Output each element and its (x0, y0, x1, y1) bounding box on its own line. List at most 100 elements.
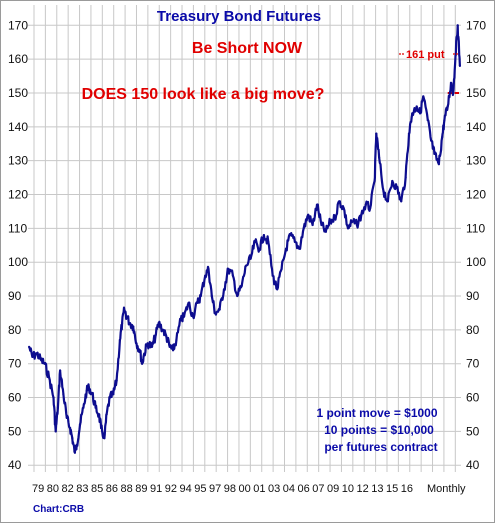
series-point (346, 227, 350, 230)
series-point (415, 105, 418, 108)
series-point (222, 288, 226, 291)
series-point (262, 234, 265, 237)
series-point (214, 311, 217, 314)
chart-credit: Chart:CRB (33, 504, 84, 515)
series-point (382, 190, 385, 193)
y-tick-label-left: 90 (8, 289, 22, 303)
y-tick-label-right: 120 (466, 188, 486, 202)
question-annotation: DOES 150 look like a big move? (82, 86, 325, 103)
series-point (404, 176, 407, 179)
series-point (276, 288, 279, 291)
series-point (315, 203, 319, 206)
x-tick-label: 10 (342, 483, 354, 495)
x-tick-label: 16 (401, 483, 413, 495)
series-point (267, 240, 270, 243)
series-point (128, 322, 131, 325)
series-point (231, 274, 234, 277)
x-tick-label: 07 (312, 483, 324, 495)
series-point (207, 267, 210, 271)
series-point (172, 349, 175, 352)
series-point (342, 206, 345, 210)
x-tick-label: 86 (106, 483, 118, 495)
y-tick-label-left: 170 (8, 18, 28, 32)
series-point (360, 213, 363, 216)
series-point (458, 64, 461, 67)
series-point (375, 132, 378, 135)
x-tick-label: 91 (150, 483, 162, 495)
series-point (75, 443, 78, 446)
series-point (91, 393, 94, 396)
y-tick-label-right: 40 (466, 458, 480, 472)
series-point (338, 200, 341, 203)
series-point (108, 396, 111, 399)
series-point (132, 325, 135, 328)
y-tick-label-left: 60 (8, 391, 22, 405)
x-tick-label: 01 (253, 483, 265, 495)
x-tick-label: 12 (357, 483, 369, 495)
y-tick-label-left: 150 (8, 86, 28, 100)
series-point (187, 301, 190, 304)
series-point (97, 413, 100, 416)
series-point (141, 362, 144, 365)
x-tick-label: 95 (194, 483, 206, 495)
series-point (168, 345, 171, 348)
series-point (135, 342, 138, 345)
series-point (454, 54, 457, 57)
series-point (28, 345, 31, 348)
series-point (85, 389, 88, 392)
series-point (54, 430, 57, 433)
series-point (320, 223, 323, 227)
series-point (298, 247, 301, 250)
series-point (307, 213, 310, 216)
note-point-value: 1 point move = $1000 (316, 406, 437, 420)
series-point (289, 234, 292, 237)
put-label: 161 put (406, 49, 445, 61)
y-tick-label-right: 60 (466, 391, 480, 405)
series-point (293, 240, 296, 243)
x-tick-label: 13 (371, 483, 383, 495)
series-point (391, 179, 394, 183)
series-point (143, 352, 146, 355)
series-point (280, 267, 283, 271)
note-per-contract: per futures contract (324, 440, 437, 454)
series-point (395, 186, 398, 189)
y-tick-label-left: 70 (8, 357, 22, 371)
series-point (351, 220, 354, 223)
x-tick-label: 15 (386, 483, 398, 495)
series-point (422, 95, 425, 98)
series-point (199, 294, 202, 298)
series-point (449, 81, 453, 84)
series-points (28, 24, 461, 453)
y-axis-right: 40 50 60 70 80 90 100 110 120 130 140 150 160 170 (466, 18, 486, 472)
y-tick-label-left: 120 (8, 188, 28, 202)
series-point (118, 338, 121, 342)
series-point (456, 24, 459, 27)
series-point (125, 315, 128, 318)
series-point (284, 247, 288, 250)
x-tick-label: 80 (47, 483, 59, 495)
chart-title: Treasury Bond Futures (157, 8, 321, 25)
series-point (56, 406, 60, 409)
y-tick-label-left: 130 (8, 154, 28, 168)
series-point (218, 308, 221, 311)
y-tick-label-right: 110 (466, 221, 485, 235)
series-point (115, 379, 118, 382)
series-point (426, 119, 429, 122)
series-point (373, 179, 376, 183)
series-point (411, 112, 414, 115)
series-point (311, 223, 314, 227)
series-point (236, 294, 239, 298)
x-axis: 79 80 82 83 85 86 88 89 91 92 94 95 97 98 00 01 03 04 06 07… (32, 483, 413, 495)
series-point (78, 423, 82, 426)
series-point (333, 217, 336, 220)
series-point (121, 322, 124, 325)
series-point (165, 335, 168, 338)
series-point (179, 318, 182, 321)
series-point (253, 240, 257, 243)
y-tick-label-left: 110 (8, 221, 27, 235)
x-tick-label: 94 (180, 483, 192, 495)
x-tick-label: 85 (91, 483, 103, 495)
series-point (210, 294, 213, 298)
